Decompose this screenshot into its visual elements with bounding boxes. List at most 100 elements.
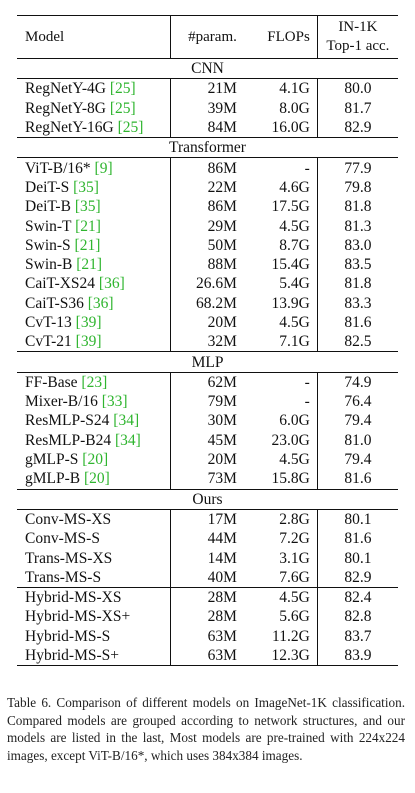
params-cell: 79M (207, 393, 237, 411)
header-params: #param. (170, 15, 245, 59)
citation-link[interactable]: [36] (87, 294, 114, 312)
flops-cell: 4.5G (244, 216, 318, 236)
params-cell: 63M (207, 627, 237, 645)
accuracy-cell: 83.0 (344, 236, 372, 254)
model-cell: Swin-S [21] (17, 235, 171, 255)
table-row: Swin-T [21] 29M 4.5G 81.3 (17, 216, 398, 236)
citation-link[interactable]: [35] (74, 198, 101, 216)
header-accuracy-line2: Top-1 acc. (326, 38, 390, 54)
flops-cell: 13.9G (244, 293, 318, 313)
model-cell: CvT-21 [39] (17, 332, 171, 352)
table-row: CaiT-XS24 [36] 26.6M 5.4G 81.8 (17, 274, 398, 294)
accuracy-cell: 79.8 (344, 178, 372, 196)
citation-link[interactable]: [39] (75, 333, 102, 351)
citation-link[interactable]: [9] (94, 159, 113, 177)
params-cell: 20M (207, 451, 237, 469)
model-cell: RegNetY-16G [25] (17, 117, 171, 138)
params-cell: 28M (207, 608, 237, 626)
flops-cell: 11.2G (244, 626, 318, 646)
model-cell: Conv-MS-S (17, 529, 171, 549)
accuracy-cell: 82.9 (344, 568, 372, 586)
citation-link[interactable]: [34] (115, 431, 141, 449)
flops-cell: 7.2G (244, 529, 318, 549)
table-row: Swin-B [21] 88M 15.4G 83.5 (17, 254, 398, 275)
accuracy-cell: 82.5 (344, 333, 372, 351)
flops-cell: 17.5G (244, 197, 318, 217)
accuracy-cell: 81.8 (344, 275, 372, 293)
accuracy-cell: 77.9 (317, 157, 398, 178)
table-body: CNN RegNetY-4G [25] 21M 4.1G 80.0 RegNetY-8G … (17, 57, 398, 667)
params-cell: 44M (207, 530, 237, 548)
citation-link[interactable]: [34] (113, 412, 140, 430)
model-name: ResMLP-S24 (25, 412, 110, 430)
citation-link[interactable]: [33] (101, 393, 128, 411)
model-name: Mixer-B/16 (25, 393, 98, 411)
table-header-row: Model #param. FLOPs IN-1K Top-1 acc. (17, 15, 398, 59)
model-name: RegNetY-8G (25, 99, 106, 117)
table-row: Hybrid-MS-XS 28M 4.5G 82.4 (17, 587, 398, 608)
group-header-row: Ours (17, 488, 398, 510)
citation-link[interactable]: [39] (75, 314, 102, 331)
table-row: Hybrid-MS-S 63M 11.2G 83.7 (17, 626, 398, 646)
flops-cell: 15.4G (244, 254, 318, 275)
group-label: Transformer (17, 137, 398, 158)
table-row: Conv-MS-XS 17M 2.8G 80.1 (17, 508, 398, 530)
model-name: Conv-MS-S (25, 530, 100, 548)
model-cell: Hybrid-MS-S+ (17, 645, 171, 667)
params-cell: 30M (207, 412, 237, 430)
model-name: Hybrid-MS-S+ (25, 647, 119, 665)
citation-link[interactable]: [21] (76, 256, 103, 274)
flops-cell: 12.3G (244, 645, 318, 667)
model-name: RegNetY-16G (25, 119, 114, 137)
params-cell: 39M (207, 99, 237, 117)
model-name: Trans-MS-XS (25, 549, 113, 567)
flops-cell: 4.5G (244, 312, 318, 333)
table-row: Hybrid-MS-XS+ 28M 5.6G 82.8 (17, 607, 398, 627)
model-cell: CvT-13 [39] (17, 312, 171, 333)
params-cell: 86M (207, 198, 237, 216)
header-model: Model (17, 15, 171, 59)
model-cell: gMLP-B [20] (17, 469, 171, 490)
params-cell: 86M (170, 157, 245, 178)
model-name: RegNetY-4G (25, 80, 106, 98)
citation-link[interactable]: [25] (109, 80, 136, 98)
model-name: Hybrid-MS-XS (25, 589, 122, 607)
model-cell: ResMLP-B24 [34] (17, 430, 171, 450)
model-name: gMLP-B (25, 470, 81, 488)
model-name: FF-Base (25, 373, 78, 391)
citation-link[interactable]: [21] (75, 217, 101, 235)
flops-cell: - (244, 371, 318, 393)
flops-cell: 3.1G (244, 548, 318, 568)
flops-cell: - (244, 392, 318, 412)
citation-link[interactable]: [36] (98, 275, 125, 293)
table-row: RegNetY-16G [25] 84M 16.0G 82.9 (17, 117, 398, 138)
citation-link[interactable]: [35] (73, 178, 99, 196)
model-name: DeiT-B (25, 198, 71, 216)
params-cell: 29M (207, 217, 237, 235)
accuracy-cell: 81.6 (344, 470, 372, 488)
table-row: CvT-21 [39] 32M 7.1G 82.5 (17, 332, 398, 352)
model-cell: Hybrid-MS-XS (17, 587, 171, 608)
flops-cell: 5.6G (244, 607, 318, 627)
table-row: Trans-MS-XS 14M 3.1G 80.1 (17, 548, 398, 568)
table-row: FF-Base [23] 62M -74.9 (17, 371, 398, 393)
citation-link[interactable]: [20] (84, 470, 110, 488)
citation-link[interactable]: [23] (81, 373, 108, 391)
params-cell: 45M (207, 431, 237, 449)
accuracy-cell: 76.4 (344, 393, 372, 411)
flops-cell: 8.0G (244, 98, 318, 118)
citation-link[interactable]: [21] (74, 236, 101, 254)
flops-cell: - (244, 157, 318, 178)
group-header-row: Transformer (17, 137, 398, 158)
model-cell: ResMLP-S24 [34] (17, 411, 171, 431)
table-row: ViT-B/16* [9] 86M -77.9 (17, 157, 398, 178)
model-name: CaiT-XS24 (25, 275, 96, 293)
flops-cell: 15.8G (244, 469, 318, 490)
citation-link[interactable]: [25] (117, 119, 144, 137)
model-cell: Trans-MS-S (17, 567, 171, 588)
table-caption: Table 6. Comparison of different models … (7, 695, 405, 763)
citation-link[interactable]: [25] (109, 99, 136, 117)
params-cell: 17M (170, 508, 245, 530)
citation-link[interactable]: [20] (82, 451, 109, 469)
table-row: ResMLP-B24 [34] 45M 23.0G 81.0 (17, 430, 398, 450)
